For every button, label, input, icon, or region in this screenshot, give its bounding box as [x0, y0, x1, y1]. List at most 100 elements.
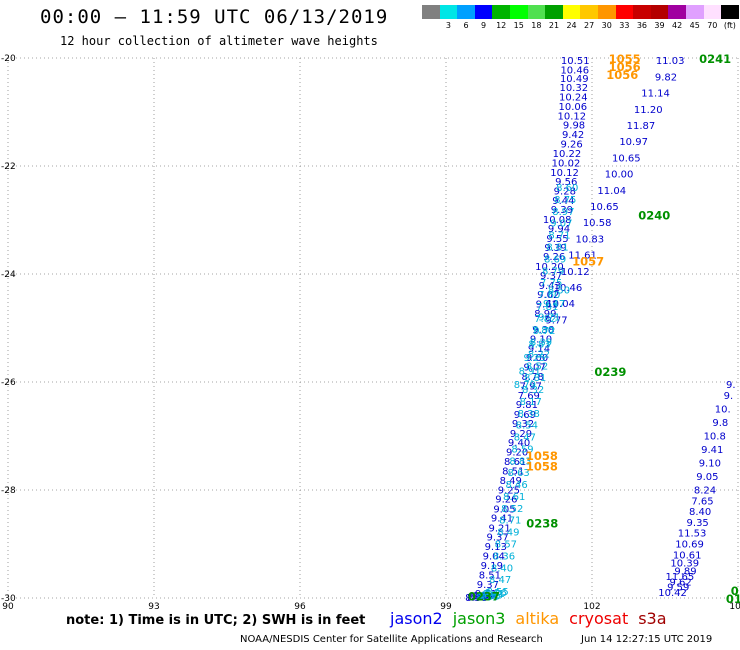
data-point-label: 9.55 — [546, 234, 568, 245]
data-point-label: 8.32 — [522, 385, 544, 396]
data-point-label: 9.42 — [562, 130, 584, 141]
colorbar-bin: 33 — [615, 5, 634, 30]
colorbar-bin: 30 — [597, 5, 616, 30]
data-point-label: 9.71 — [538, 313, 560, 324]
data-point-label: 10.12 — [558, 111, 587, 122]
y-tick-label: -30 — [1, 594, 16, 604]
data-point-label: 9.26 — [495, 495, 517, 506]
data-point-label: 10.04 — [546, 299, 575, 310]
data-point-label: 9. — [724, 391, 734, 402]
data-point-label: 8.26 — [485, 588, 507, 599]
data-point-label: 8.49 — [497, 528, 519, 539]
colorbar-bin: 39 — [650, 5, 669, 30]
colorbar-label: (ft) — [723, 21, 736, 30]
data-point-label: 9.59 — [667, 583, 689, 594]
data-point-label: 9.41 — [491, 514, 513, 525]
altika-cycle-label: 1057 — [572, 255, 604, 269]
colorbar-swatch — [597, 5, 616, 19]
data-point-label: 9.39 — [551, 205, 573, 216]
data-point-label: 8.79 — [542, 266, 564, 277]
data-point-label: 9.07 — [550, 219, 572, 230]
data-point-label: 7.75 — [540, 278, 562, 289]
data-point-label: 7.82 — [534, 314, 556, 325]
data-point-label: 10.12 — [550, 168, 579, 179]
data-point-label: 9.38 — [471, 591, 493, 602]
data-point-label: 8.22 — [528, 349, 550, 360]
data-point-label: 9.89 — [674, 567, 696, 578]
data-point-label: 8.53 — [481, 590, 503, 601]
data-point-label: 10.65 — [612, 153, 641, 164]
data-point-label: 8.75 — [554, 195, 576, 206]
colorbar-label: 30 — [601, 21, 612, 30]
data-point-label: 8.60 — [556, 183, 578, 194]
colorbar-label: 18 — [531, 21, 542, 30]
credit-line: NOAA/NESDIS Center for Satellite Applica… — [240, 634, 543, 645]
data-point-label: 10.49 — [560, 74, 589, 85]
x-tick-label: 93 — [148, 602, 159, 612]
colorbar-label: 70 — [707, 21, 718, 30]
x-tick-label: 96 — [294, 602, 306, 612]
data-point-label: 8.71 — [499, 516, 521, 527]
data-point-label: 8.38 — [518, 409, 540, 420]
data-point-label: 8.55 — [487, 587, 509, 598]
data-point-label: 9.47 — [543, 299, 565, 310]
colorbar-bin — [422, 5, 440, 30]
data-point-label: 8.54 — [516, 421, 538, 432]
x-tick-label: 90 — [2, 602, 14, 612]
data-point-label: 8.57 — [495, 540, 517, 551]
pass-number-label: 0239 — [594, 365, 626, 379]
data-point-label: 9.37 — [477, 580, 499, 591]
data-point-label: 8.63 — [507, 468, 529, 479]
data-point-label: 8.39 — [530, 338, 552, 349]
data-point-label: 9.94 — [548, 224, 570, 235]
grid — [7, 57, 739, 599]
data-point-label: 9.43 — [539, 281, 561, 292]
satellite-legend-item: s3a — [638, 609, 667, 628]
data-point-label: 8.52 — [526, 361, 548, 372]
colorbar-label: 15 — [513, 21, 524, 30]
data-point-label: 7.69 — [518, 391, 540, 402]
y-tick-label: -24 — [1, 270, 16, 280]
colorbar-swatch — [703, 5, 722, 19]
data-point-label: 9.25 — [498, 486, 520, 497]
data-point-label: 8.69 — [544, 254, 566, 265]
pass-number-label: 0237 — [468, 589, 500, 603]
data-point-label: 8.17 — [520, 397, 542, 408]
data-point-label: 8.46 — [505, 480, 527, 491]
data-point-label: 8.36 — [493, 551, 515, 562]
data-point-label: 9.41 — [701, 445, 723, 456]
colorbar-bin: 27 — [580, 5, 598, 30]
data-point-label: 11.03 — [656, 56, 685, 67]
data-point-label: 9.25 — [524, 353, 546, 364]
data-point-label: 9.98 — [563, 120, 585, 131]
colorbar-bin: 15 — [509, 5, 528, 30]
colorbar-label: 6 — [463, 21, 469, 30]
data-point-label: 8.41 — [483, 589, 505, 600]
data-point-label: 9.69 — [514, 410, 536, 421]
x-tick-label: 99 — [440, 602, 452, 612]
data-point-label: 8.71 — [548, 231, 570, 242]
data-point-label: 7.80 — [532, 326, 554, 337]
colorbar-swatch — [492, 5, 510, 19]
data-point-label: 8.91 — [519, 367, 541, 378]
colorbar-bin: 36 — [633, 5, 651, 30]
data-point-label: 9.61 — [475, 589, 497, 600]
data-point-label: 9.21 — [488, 523, 510, 534]
satellite-legend-item: jason3 — [452, 609, 506, 628]
data-point-label: 9.02 — [537, 290, 559, 301]
data-point-label: 9.26 — [543, 252, 565, 263]
data-point-label: 8.59 — [511, 444, 533, 455]
colorbar-label: 33 — [619, 21, 630, 30]
data-point-label: 8.50 — [467, 592, 489, 603]
data-point-label: 8.99 — [534, 309, 556, 320]
data-point-label: 9.40 — [508, 438, 530, 449]
data-point-label: 8.55 — [476, 592, 498, 603]
data-point-label: 11.87 — [627, 121, 656, 132]
data-point-label: 8.47 — [514, 433, 536, 444]
colorbar-swatch — [545, 5, 563, 19]
data-point-label: 9.29 — [510, 429, 532, 440]
altika-cycle-label: 1058 — [526, 449, 558, 463]
colorbar-swatch — [457, 5, 475, 19]
chart-subtitle: 12 hour collection of altimeter wave hei… — [60, 34, 378, 48]
